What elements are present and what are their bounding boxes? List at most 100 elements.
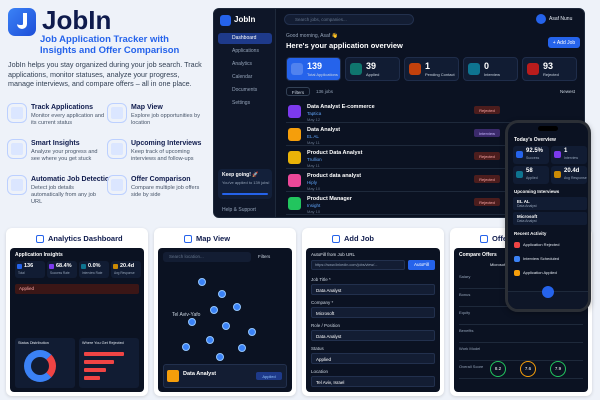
stat-label: Total Applications — [307, 72, 338, 77]
feature-card: Add Job AutoFill from Job URL https://www.… — [302, 228, 444, 396]
interview-role: Data Analyst — [517, 204, 537, 208]
mini-stat: 92.5% Success — [513, 146, 549, 164]
card-icon — [480, 235, 488, 243]
stat-card: 93 Rejected — [522, 57, 577, 81]
job-row[interactable]: Data Analyst E-commerce Taptica May 12 Reje… — [286, 102, 580, 123]
help-link[interactable]: Help & Support — [222, 207, 256, 213]
status-badge: Rejected — [474, 175, 500, 183]
mini-icon — [554, 171, 561, 178]
mini-label: Interview — [564, 156, 579, 160]
mini-stat: 136 Total — [15, 261, 45, 278]
job-row[interactable]: Product Data Analyst Trullion May 11 Reject… — [286, 148, 580, 169]
feature-title: Upcoming Interviews — [131, 140, 202, 147]
company-logo — [288, 197, 301, 210]
interview-company: Microsoft — [517, 213, 538, 219]
job-row[interactable]: Product data analyst Hiply May 10 Rejected — [286, 171, 580, 192]
row-divider — [459, 378, 583, 379]
mini-icon — [516, 171, 523, 178]
mini-stat: 20.4d Avg Response — [551, 166, 587, 184]
stat-card: 0 Interview — [463, 57, 518, 81]
feature-text: Analyze your progress and see where you … — [31, 149, 98, 162]
job-title: Product data analyst — [307, 173, 362, 179]
mini-icon — [17, 264, 22, 269]
mini-label: Total — [18, 271, 25, 275]
map-pin — [210, 306, 218, 314]
donut — [24, 350, 56, 382]
mini-stat: 0.0% Interview Rate — [79, 261, 109, 278]
card-title: Add Job — [344, 234, 374, 243]
nav-item[interactable]: Documents — [232, 87, 258, 93]
activity-text: Interview Scheduled — [523, 256, 560, 261]
field-input[interactable]: Data Analyst — [311, 330, 435, 341]
activity-dot — [514, 256, 520, 262]
card-title: Map View — [196, 234, 231, 243]
mini-label: Interview Rate — [82, 271, 103, 275]
row-label: Overall Score — [459, 364, 484, 369]
company-logo — [288, 151, 301, 164]
logo-icon — [8, 8, 36, 36]
map-pin — [233, 303, 241, 311]
autofill-button[interactable]: AutoFill — [408, 260, 435, 270]
mini-label: Success — [526, 156, 540, 160]
panel-heading: Compare Offers — [459, 252, 497, 258]
job-company: EL AL — [307, 134, 319, 139]
chart-title: Status Distribution — [18, 341, 49, 345]
progress-box: Keep going! 🚀 You've applied to 139 jobs! — [218, 169, 272, 199]
stat-icon — [291, 63, 303, 75]
interview-row: EL AL Data Analyst — [513, 197, 587, 210]
job-row[interactable]: Data Analyst EL AL May 11 Interview — [286, 125, 580, 146]
feature-title: Offer Comparison — [131, 176, 191, 183]
field-input[interactable]: Data Analyst — [311, 284, 435, 295]
stat-icon — [350, 63, 362, 75]
fab-button[interactable] — [542, 286, 554, 298]
job-title: Product Data Analyst — [307, 150, 363, 156]
nav-item[interactable]: Calendar — [232, 74, 253, 80]
panel-heading: Application Insights — [15, 252, 63, 258]
progress-text: You've applied to 139 jobs! — [222, 180, 270, 185]
map-pin — [188, 318, 196, 326]
row-label: Salary — [459, 274, 471, 279]
stat-value: 39 — [366, 61, 377, 71]
field-input[interactable]: Tel Aviv, Israel — [311, 376, 435, 387]
map-pin — [222, 322, 230, 330]
logo-text: JobIn — [234, 15, 256, 24]
feature-icon — [107, 139, 127, 159]
sort-select[interactable]: Newest — [560, 89, 576, 94]
mini-value: 136 — [24, 263, 34, 269]
map-search[interactable]: Search location... — [163, 252, 251, 262]
card-screen: Search location... Filters Tel Aviv-Yafo Da… — [158, 248, 292, 392]
job-row[interactable]: Product Manager Insight May 10 Rejected — [286, 194, 580, 215]
brand-name: JobIn — [42, 5, 112, 35]
activity-text: Application Rejected — [523, 242, 560, 247]
nav-item[interactable]: Applications — [232, 48, 259, 54]
map-filters[interactable]: Filters — [258, 254, 271, 259]
field-label: Job Title * — [311, 277, 331, 282]
filters-button[interactable]: Filters — [286, 87, 310, 96]
add-job-button[interactable]: + Add Job — [548, 37, 580, 48]
card-screen: Application Insights 136 Total 68.4% Success… — [10, 248, 144, 392]
feature-title: Smart Insights — [31, 140, 80, 147]
feature-card: Map View Search location... Filters Tel Avi… — [154, 228, 296, 396]
nav-item[interactable]: Dashboard — [218, 33, 272, 44]
mini-value: 58 — [526, 168, 533, 174]
nav-item[interactable]: Settings — [232, 100, 251, 106]
feature-icon — [107, 175, 127, 195]
mini-label: Avg Response — [114, 271, 135, 275]
search-box[interactable]: Search jobs, companies... — [284, 14, 414, 25]
field-label: Status — [311, 346, 324, 351]
url-input[interactable]: https://www.linkedin.com/jobs/view/... — [311, 260, 405, 270]
mini-value: 1 — [564, 148, 568, 154]
company-logo — [288, 128, 301, 141]
row-label: Bonus — [459, 292, 471, 297]
user-name: Asaf Nunu — [549, 16, 573, 22]
nav-item[interactable]: Analytics — [232, 61, 253, 67]
logo-glyph — [17, 13, 27, 29]
field-input[interactable]: Applied — [311, 353, 435, 364]
logo-icon — [220, 15, 231, 26]
greeting: Good morning, Asaf 👋 — [286, 33, 338, 39]
field-input[interactable]: Microsoft — [311, 307, 435, 318]
section-title: Upcoming Interviews — [514, 189, 560, 194]
row-divider — [459, 324, 583, 325]
row-label: Work Model — [459, 346, 481, 351]
